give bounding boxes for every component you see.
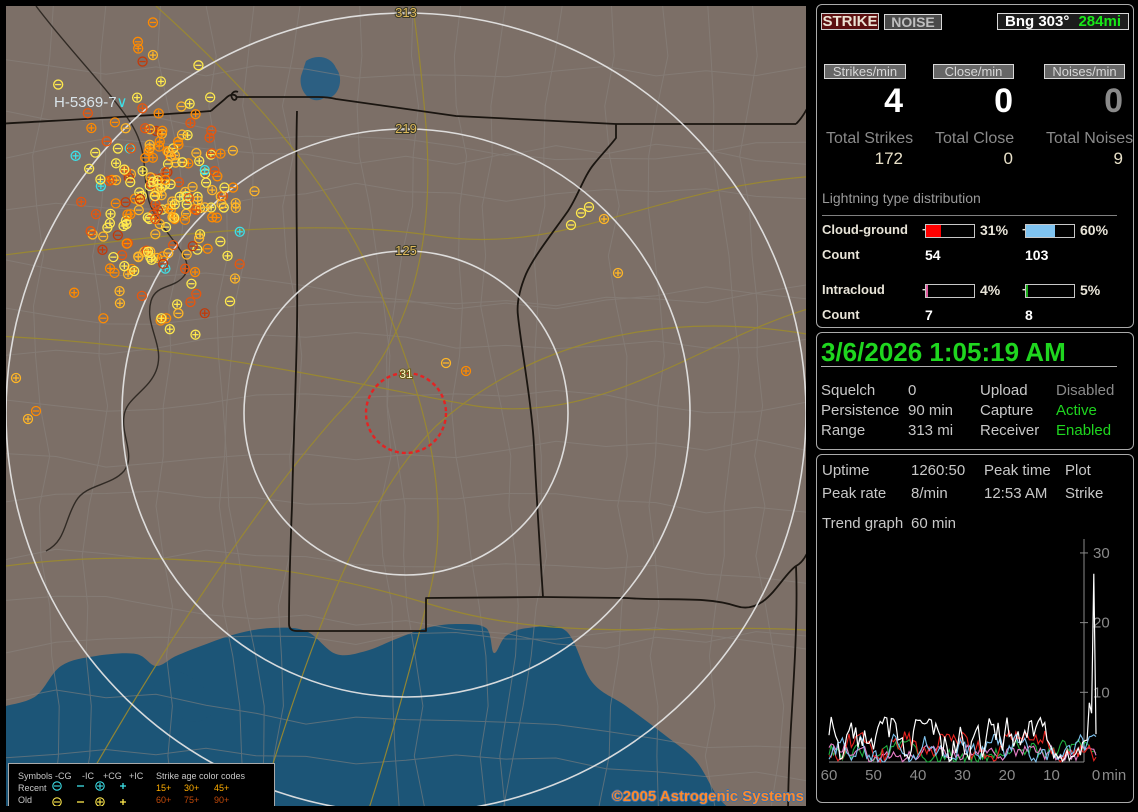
svg-text:0: 0 — [1092, 767, 1100, 784]
svg-text:30: 30 — [954, 767, 971, 784]
svg-text:20: 20 — [999, 767, 1016, 784]
svg-text:min: min — [1102, 767, 1126, 784]
svg-text:125: 125 — [395, 243, 417, 258]
svg-text:60: 60 — [821, 767, 838, 784]
svg-text:20: 20 — [1093, 615, 1110, 632]
svg-text:219: 219 — [395, 121, 417, 136]
svg-text:40: 40 — [910, 767, 927, 784]
svg-text:10: 10 — [1043, 767, 1060, 784]
svg-text:31: 31 — [399, 367, 413, 381]
svg-text:30: 30 — [1093, 545, 1110, 562]
svg-text:313: 313 — [395, 6, 417, 20]
svg-text:50: 50 — [865, 767, 882, 784]
